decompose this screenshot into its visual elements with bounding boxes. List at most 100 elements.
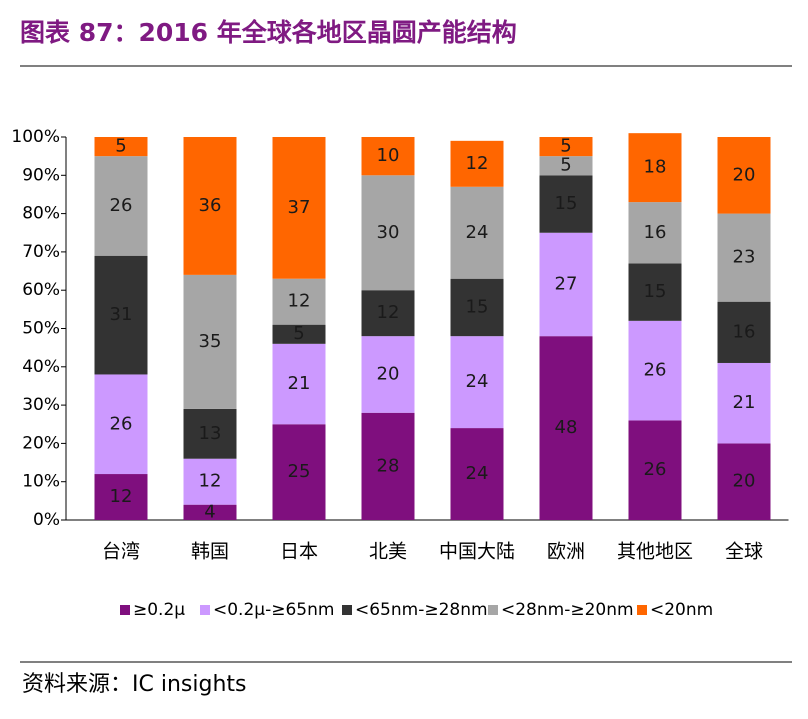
bar-segment <box>539 137 593 157</box>
bar-segment <box>539 175 593 233</box>
bar-segment <box>717 362 771 444</box>
y-tick-label: 70% <box>22 242 60 262</box>
data-label: 26 <box>644 360 667 381</box>
data-label: 10 <box>377 145 400 166</box>
data-label: 23 <box>733 247 756 268</box>
data-label: 48 <box>555 417 578 438</box>
bar-segment <box>628 420 682 520</box>
data-label: 28 <box>377 455 400 476</box>
data-label: 27 <box>555 273 578 294</box>
bar-segment <box>628 133 682 203</box>
y-tick-label: 60% <box>22 280 60 300</box>
data-label: 37 <box>288 197 311 218</box>
bar-segment <box>94 137 148 157</box>
data-label: 5 <box>293 323 304 344</box>
legend-swatch <box>488 605 498 615</box>
data-label: 12 <box>110 486 133 507</box>
bar-segment <box>272 278 326 325</box>
bar-segment <box>539 156 593 176</box>
data-label: 24 <box>466 371 489 392</box>
data-label: 24 <box>466 463 489 484</box>
data-label: 5 <box>115 136 126 157</box>
x-tick-label: 全球 <box>725 541 763 563</box>
x-tick-label: 韩国 <box>191 541 229 563</box>
data-label: 5 <box>560 136 571 157</box>
legend-swatch <box>637 605 647 615</box>
bar-segment <box>272 137 326 279</box>
bar-segment <box>272 343 326 425</box>
bar-segment <box>717 443 771 520</box>
legend-label: <20nm <box>650 600 713 620</box>
bar-segment <box>94 474 148 520</box>
bar-segment <box>717 137 771 214</box>
data-label: 25 <box>288 461 311 482</box>
data-label: 18 <box>644 157 667 178</box>
x-tick-label: 台湾 <box>102 541 140 563</box>
bar-segment <box>450 186 504 279</box>
y-tick-label: 10% <box>22 472 60 492</box>
data-label: 16 <box>644 222 667 243</box>
bar-segment <box>94 255 148 375</box>
source: 资料来源：IC insights <box>22 672 246 697</box>
bar-segment <box>272 324 326 344</box>
data-label: 26 <box>110 195 133 216</box>
bar-segment <box>361 290 415 337</box>
data-label: 21 <box>288 373 311 394</box>
x-tick-label: 中国大陆 <box>439 541 515 563</box>
bar-segment <box>539 232 593 337</box>
x-tick-label: 欧洲 <box>547 541 585 563</box>
bar-segment <box>94 156 148 256</box>
data-label: 15 <box>644 281 667 302</box>
data-label: 30 <box>377 222 400 243</box>
bar-segment <box>361 175 415 291</box>
data-label: 35 <box>199 331 222 352</box>
bar-segment <box>450 278 504 337</box>
bar-segment <box>450 336 504 429</box>
data-label: 15 <box>466 296 489 317</box>
data-label: 4 <box>204 501 215 522</box>
legend-label: <65nm-≥28nm <box>355 600 488 620</box>
bar-segment <box>94 374 148 475</box>
bar-segment <box>361 412 415 520</box>
bar-segment <box>628 320 682 421</box>
bar-segment <box>183 137 237 275</box>
data-label: 13 <box>199 423 222 444</box>
data-label: 21 <box>733 392 756 413</box>
data-label: 5 <box>560 155 571 176</box>
legend-label: <28nm-≥20nm <box>501 600 634 620</box>
bar-segment <box>628 263 682 321</box>
data-label: 31 <box>110 304 133 325</box>
y-tick-label: 80% <box>22 204 60 224</box>
data-label: 20 <box>733 164 756 185</box>
x-tick-label: 其他地区 <box>617 541 693 563</box>
legend-label: ≥0.2μ <box>133 600 185 620</box>
data-label: 20 <box>377 363 400 384</box>
legend-label: <0.2μ-≥65nm <box>213 600 334 620</box>
bar-segment <box>183 458 237 505</box>
bar-segment <box>183 408 237 459</box>
x-tick-label: 北美 <box>369 541 407 563</box>
bar-segment <box>450 428 504 520</box>
data-label: 16 <box>733 321 756 342</box>
bar-segment <box>183 274 237 409</box>
data-label: 12 <box>377 302 400 323</box>
data-label: 26 <box>644 459 667 480</box>
y-tick-label: 90% <box>22 165 60 185</box>
data-label: 36 <box>199 195 222 216</box>
bar-segment <box>183 504 237 520</box>
y-tick-label: 30% <box>22 395 60 415</box>
chart-title: 图表 87：2016 年全球各地区晶圆产能结构 <box>20 18 517 47</box>
data-label: 20 <box>733 471 756 492</box>
legend-swatch <box>200 605 210 615</box>
data-label: 15 <box>555 193 578 214</box>
legend-swatch <box>120 605 130 615</box>
data-label: 26 <box>110 413 133 434</box>
bar-segment <box>539 336 593 520</box>
y-tick-label: 100% <box>11 127 60 147</box>
y-tick-label: 50% <box>22 319 60 339</box>
y-tick-label: 20% <box>22 433 60 453</box>
bar-segment <box>361 137 415 176</box>
y-tick-label: 0% <box>33 510 60 530</box>
data-label: 24 <box>466 222 489 243</box>
